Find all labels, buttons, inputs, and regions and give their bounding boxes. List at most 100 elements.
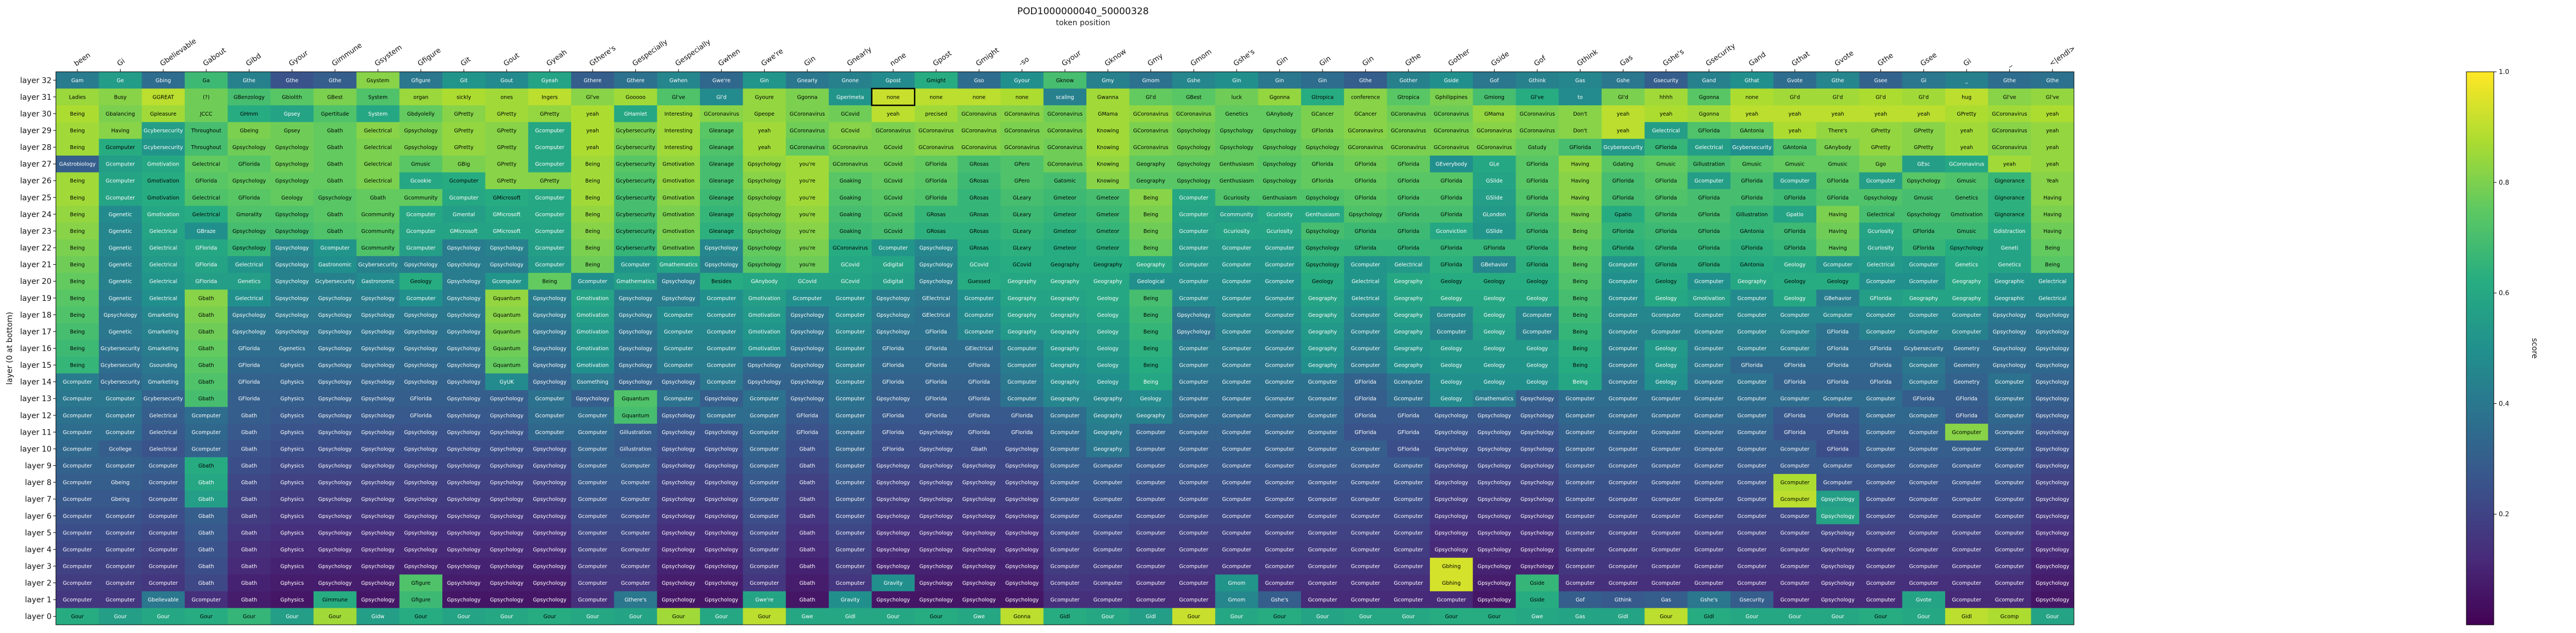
- cell-label: Gquantum: [493, 329, 520, 335]
- colorbar-step: [2466, 417, 2494, 421]
- heatmap-cell: [1344, 172, 1388, 190]
- cell-label: Gcomputer: [106, 396, 135, 402]
- cell-label: GFlorida: [882, 379, 904, 385]
- cell-label: Being: [585, 262, 600, 268]
- cell-label: Ggo: [1876, 162, 1886, 168]
- colorbar-step: [2466, 83, 2494, 86]
- cell-label: Gour: [1359, 614, 1372, 620]
- heatmap-cell: [657, 189, 700, 207]
- cell-label: Gcomputer: [1179, 346, 1208, 352]
- heatmap-cell: [1515, 139, 1559, 156]
- cell-label: Gcomputer: [1093, 463, 1122, 469]
- cell-label: Gpsey: [284, 128, 300, 134]
- cell-label: Geographic: [1994, 295, 2025, 301]
- heatmap-cell: [442, 223, 486, 240]
- heatmap-cell: [958, 206, 1001, 223]
- heatmap-cell: [1473, 88, 1517, 106]
- cell-label: GFlorida: [1827, 346, 1849, 352]
- heatmap-cell: [1902, 122, 1946, 139]
- cell-label: GFlorida: [968, 430, 990, 436]
- cell-label: Gphysics: [280, 563, 304, 569]
- colorbar-step: [2466, 207, 2494, 210]
- cell-label: Gpeope: [754, 111, 774, 117]
- cell-label: GMicrosoft: [450, 229, 478, 235]
- cell-label: GAntonia: [1740, 229, 1764, 235]
- cell-label: Gpsychology: [318, 514, 352, 520]
- colorbar-step: [2466, 536, 2494, 540]
- colorbar-step: [2466, 306, 2494, 310]
- cell-label: Being: [1143, 379, 1158, 385]
- heatmap-cell: [571, 105, 614, 123]
- heatmap-cell: [1558, 155, 1602, 173]
- cell-label: Gbath: [799, 563, 815, 569]
- cell-label: Gpsychology: [1435, 430, 1469, 436]
- colorbar-step: [2466, 323, 2494, 327]
- cell-label: Gcomputer: [1179, 430, 1208, 436]
- cell-label: GCoronavirus: [1047, 111, 1082, 117]
- cell-label: GCovid: [841, 128, 859, 134]
- cell-label: Having: [1828, 229, 1846, 235]
- colorbar-step: [2466, 428, 2494, 432]
- cell-label: Gcomputer: [1351, 480, 1380, 486]
- cell-label: Gcomputer: [707, 363, 736, 369]
- heatmap-cell: [829, 172, 872, 190]
- cell-label: Gthe: [1832, 78, 1844, 84]
- cell-label: Gcomputer: [1050, 430, 1079, 436]
- heatmap-cell: [1945, 155, 1988, 173]
- cell-label: Gcuriosity: [1223, 229, 1250, 235]
- colorbar-step: [2466, 248, 2494, 252]
- heatmap-cell: [1000, 88, 1044, 106]
- heatmap-cell: [1473, 155, 1517, 173]
- cell-label: Gcomputer: [1780, 446, 1809, 452]
- heatmap-cell: [1859, 122, 1903, 139]
- cell-label: Gcomputer: [1007, 379, 1036, 385]
- cell-label: GLe: [1489, 162, 1499, 168]
- heatmap-cell: [871, 206, 915, 223]
- heatmap-cell: [914, 105, 958, 123]
- cell-label: Gcomputer: [621, 480, 650, 486]
- colorbar-step: [2466, 439, 2494, 443]
- cell-label: Gbath: [241, 547, 257, 553]
- cell-label: Genthusiasm: [1262, 195, 1297, 201]
- heatmap-cell: [270, 172, 314, 190]
- heatmap-cell: [1258, 223, 1302, 240]
- cell-label: Gphysics: [280, 379, 304, 385]
- colorbar-step: [2466, 75, 2494, 78]
- heatmap-cell: [1988, 88, 2032, 106]
- x-tick-label: Gside: [1490, 50, 1511, 68]
- cell-label: Gignorance: [1994, 212, 2025, 218]
- heatmap-cell: [1000, 189, 1044, 207]
- cell-label: Gbath: [198, 329, 214, 335]
- cell-label: System: [368, 94, 387, 100]
- heatmap-cell: [914, 206, 958, 223]
- cell-label: Gour: [758, 614, 771, 620]
- cell-label: Gpsychology: [662, 580, 696, 586]
- cell-label: Gcomputer: [1609, 463, 1638, 469]
- cell-label: Gpsychology: [490, 262, 524, 268]
- cell-label: Gpsychology: [533, 363, 567, 369]
- cell-label: GCoronavirus: [1949, 162, 1984, 168]
- y-tick-label: layer 12: [20, 412, 52, 420]
- cell-label: Gleanage: [709, 195, 734, 201]
- cell-label: Gcomputer: [836, 514, 865, 520]
- cell-label: Gcomputer: [1695, 480, 1724, 486]
- cell-label: Gcomputer: [1136, 547, 1165, 553]
- cell-label: Gcomputer: [1565, 413, 1594, 419]
- heatmap-cell: [56, 239, 99, 256]
- cell-label: Gcomputer: [836, 295, 865, 301]
- cell-label: Gpsychology: [962, 497, 996, 503]
- cell-label: Gthere: [626, 78, 645, 84]
- cell-label: Gpsychology: [748, 246, 782, 252]
- heatmap-cell: [141, 122, 185, 139]
- cell-label: Gpsychology: [1520, 563, 1554, 569]
- cell-label: GCoronavirus: [1047, 145, 1082, 151]
- cell-label: Geography: [1394, 295, 1423, 301]
- heatmap-cell: [270, 72, 314, 89]
- cell-label: Gillustration: [620, 430, 652, 436]
- colorbar-step: [2466, 461, 2494, 465]
- heatmap-cell: [1558, 189, 1602, 207]
- cell-label: Gother: [1399, 78, 1417, 84]
- x-tick-label: Gyour: [288, 49, 310, 68]
- cell-label: Gcomputer: [836, 497, 865, 503]
- cell-label: GCancer: [1354, 111, 1377, 117]
